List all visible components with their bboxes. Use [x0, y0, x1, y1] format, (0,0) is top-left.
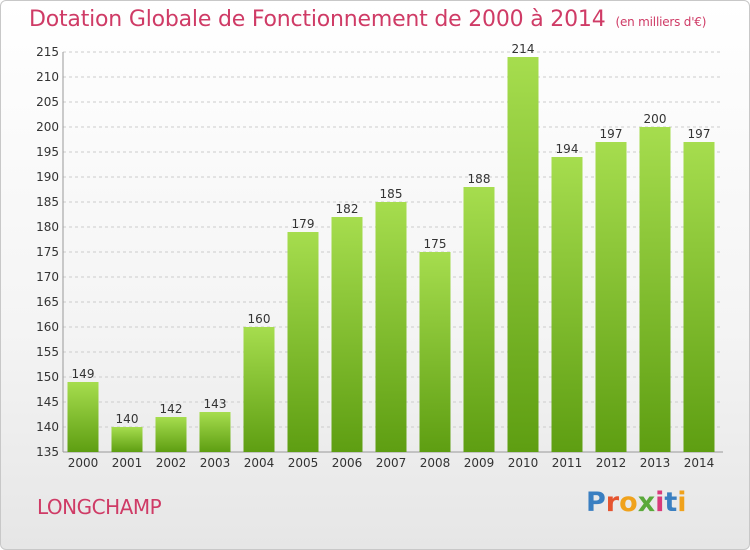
y-tick-label: 165	[36, 295, 59, 309]
bar	[331, 217, 363, 452]
logo-letter: i	[655, 487, 665, 518]
value-label: 188	[468, 172, 491, 186]
y-tick-label: 170	[36, 270, 59, 284]
bar	[287, 232, 319, 452]
logo-letter: o	[619, 487, 638, 518]
x-tick-label: 2009	[464, 456, 495, 470]
y-tick-label: 210	[36, 70, 59, 84]
x-tick-label: 2011	[552, 456, 583, 470]
value-label: 182	[336, 202, 359, 216]
bar	[639, 127, 671, 452]
x-tick-label: 2003	[200, 456, 231, 470]
proxiti-logo: Proxiti	[586, 487, 687, 518]
x-tick-label: 2014	[684, 456, 715, 470]
logo-letter: i	[677, 487, 687, 518]
chart-title-text: Dotation Globale de Fonctionnement de 20…	[29, 7, 606, 32]
bar	[67, 382, 99, 452]
x-tick-label: 2006	[332, 456, 363, 470]
chart-title: Dotation Globale de Fonctionnement de 20…	[29, 7, 706, 32]
town-name: LONGCHAMP	[37, 495, 162, 519]
bar	[463, 187, 495, 452]
x-tick-label: 2004	[244, 456, 275, 470]
x-tick-label: 2008	[420, 456, 451, 470]
y-tick-label: 145	[36, 395, 59, 409]
logo-letter: P	[586, 487, 606, 518]
value-label: 160	[248, 312, 271, 326]
value-label: 185	[380, 187, 403, 201]
y-tick-label: 175	[36, 245, 59, 259]
value-label: 200	[644, 112, 667, 126]
logo-letter: x	[637, 487, 656, 518]
x-tick-label: 2012	[596, 456, 627, 470]
x-tick-label: 2002	[156, 456, 187, 470]
y-tick-label: 140	[36, 420, 59, 434]
logo-letter: t	[664, 487, 678, 518]
bar	[507, 57, 539, 452]
x-tick-label: 2010	[508, 456, 539, 470]
value-label: 149	[72, 367, 95, 381]
y-tick-label: 155	[36, 345, 59, 359]
y-tick-label: 150	[36, 370, 59, 384]
bar	[375, 202, 407, 452]
bar	[551, 157, 583, 452]
value-label: 197	[600, 127, 623, 141]
value-label: 143	[204, 397, 227, 411]
logo-letter: r	[605, 487, 620, 518]
value-label: 142	[160, 402, 183, 416]
value-label: 175	[424, 237, 447, 251]
bar	[243, 327, 275, 452]
value-label: 179	[292, 217, 315, 231]
bar	[595, 142, 627, 452]
bar	[419, 252, 451, 452]
value-label: 140	[116, 412, 139, 426]
x-tick-label: 2005	[288, 456, 319, 470]
x-tick-label: 2007	[376, 456, 407, 470]
y-tick-label: 180	[36, 220, 59, 234]
x-tick-label: 2000	[68, 456, 99, 470]
y-tick-label: 195	[36, 145, 59, 159]
y-tick-label: 215	[36, 45, 59, 59]
y-tick-label: 160	[36, 320, 59, 334]
y-tick-label: 200	[36, 120, 59, 134]
chart-unit: (en milliers d'€)	[615, 15, 707, 29]
y-tick-label: 205	[36, 95, 59, 109]
bar	[111, 427, 143, 452]
bar	[683, 142, 715, 452]
y-tick-label: 185	[36, 195, 59, 209]
value-label: 197	[688, 127, 711, 141]
value-label: 214	[512, 42, 535, 56]
y-tick-label: 190	[36, 170, 59, 184]
x-tick-label: 2001	[112, 456, 143, 470]
value-label: 194	[556, 142, 579, 156]
bar	[199, 412, 231, 452]
bar	[155, 417, 187, 452]
y-tick-label: 135	[36, 445, 59, 459]
x-tick-label: 2013	[640, 456, 671, 470]
